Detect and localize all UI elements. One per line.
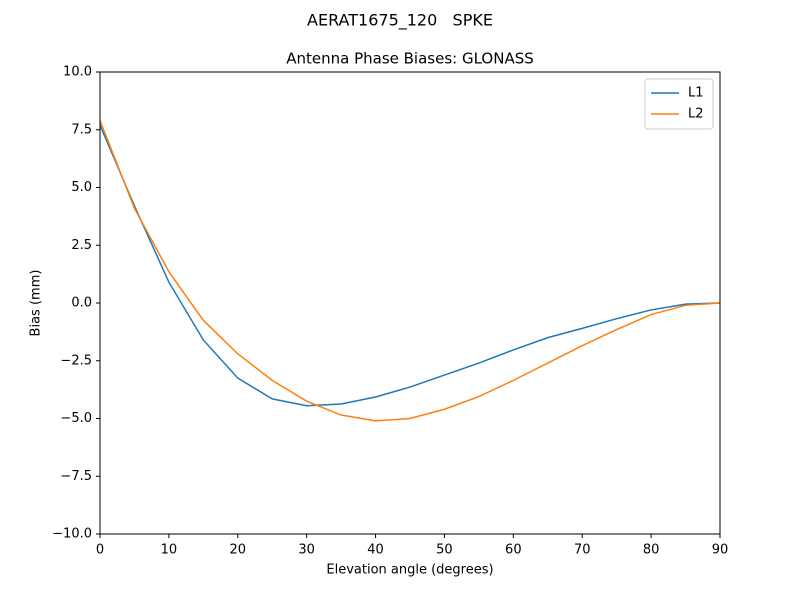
x-tick-label: 20 bbox=[230, 543, 247, 558]
x-tick-label: 90 bbox=[712, 543, 729, 558]
y-tick-label: −7.5 bbox=[60, 469, 92, 484]
y-tick-label: 2.5 bbox=[71, 238, 92, 253]
y-tick-label: −5.0 bbox=[60, 411, 92, 426]
x-tick-label: 50 bbox=[436, 543, 453, 558]
legend-label: L2 bbox=[688, 107, 704, 122]
x-tick-label: 80 bbox=[643, 543, 660, 558]
x-axis-label: Elevation angle (degrees) bbox=[326, 563, 493, 578]
x-tick-label: 0 bbox=[96, 543, 104, 558]
x-tick-label: 10 bbox=[161, 543, 178, 558]
x-tick-label: 40 bbox=[367, 543, 384, 558]
chart-title: Antenna Phase Biases: GLONASS bbox=[286, 50, 534, 68]
y-tick-label: −2.5 bbox=[60, 353, 92, 368]
line-series bbox=[99, 124, 721, 407]
x-tick-label: 70 bbox=[574, 543, 591, 558]
y-axis-label: Bias (mm) bbox=[29, 270, 44, 337]
x-tick-label: 60 bbox=[505, 543, 522, 558]
legend-label: L1 bbox=[688, 86, 704, 101]
suptitle: AERAT1675_120 SPKE bbox=[307, 11, 493, 31]
y-tick-label: 0.0 bbox=[71, 296, 92, 311]
y-tick-label: −10.0 bbox=[52, 527, 92, 542]
plot-frame bbox=[99, 71, 721, 535]
y-tick-label: 5.0 bbox=[71, 180, 92, 195]
legend-box bbox=[644, 78, 714, 130]
x-tick-label: 30 bbox=[298, 543, 315, 558]
line-series bbox=[99, 120, 721, 422]
y-tick-label: 7.5 bbox=[71, 122, 92, 137]
y-tick-label: 10.0 bbox=[63, 65, 92, 80]
